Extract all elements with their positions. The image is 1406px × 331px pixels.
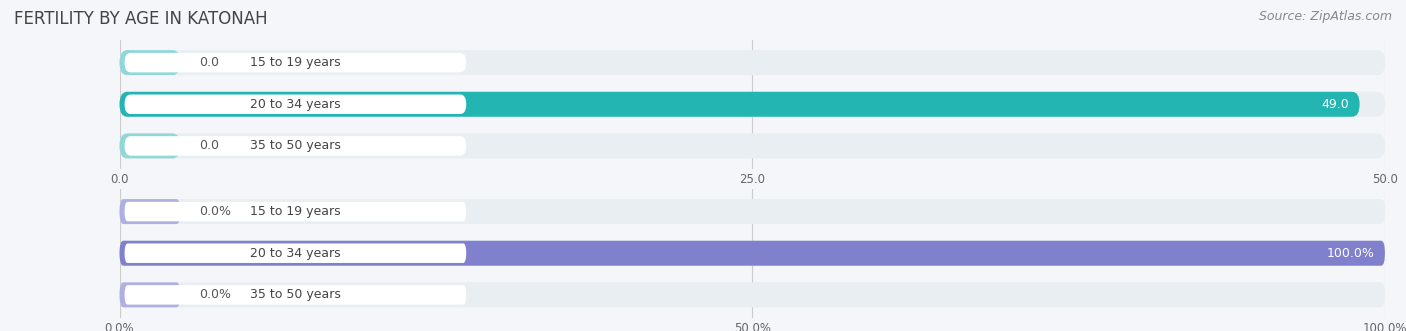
Text: 35 to 50 years: 35 to 50 years <box>250 288 340 301</box>
Text: 15 to 19 years: 15 to 19 years <box>250 205 340 218</box>
FancyBboxPatch shape <box>120 50 1385 75</box>
FancyBboxPatch shape <box>120 241 1385 266</box>
Text: 49.0: 49.0 <box>1322 98 1350 111</box>
FancyBboxPatch shape <box>125 136 467 156</box>
FancyBboxPatch shape <box>125 244 467 263</box>
FancyBboxPatch shape <box>120 92 1360 117</box>
FancyBboxPatch shape <box>120 92 1385 117</box>
FancyBboxPatch shape <box>125 53 467 72</box>
Text: 35 to 50 years: 35 to 50 years <box>250 139 340 152</box>
Text: 100.0%: 100.0% <box>1327 247 1375 260</box>
Text: 20 to 34 years: 20 to 34 years <box>250 98 340 111</box>
FancyBboxPatch shape <box>120 133 1385 159</box>
FancyBboxPatch shape <box>120 199 1385 224</box>
FancyBboxPatch shape <box>125 95 467 114</box>
FancyBboxPatch shape <box>120 133 180 159</box>
FancyBboxPatch shape <box>125 285 467 305</box>
Text: 0.0%: 0.0% <box>200 288 231 301</box>
Text: 0.0: 0.0 <box>200 56 219 69</box>
FancyBboxPatch shape <box>125 202 467 221</box>
Text: Source: ZipAtlas.com: Source: ZipAtlas.com <box>1258 10 1392 23</box>
Text: 0.0: 0.0 <box>200 139 219 152</box>
FancyBboxPatch shape <box>120 241 1385 266</box>
FancyBboxPatch shape <box>120 50 180 75</box>
Text: 15 to 19 years: 15 to 19 years <box>250 56 340 69</box>
FancyBboxPatch shape <box>120 199 180 224</box>
Text: FERTILITY BY AGE IN KATONAH: FERTILITY BY AGE IN KATONAH <box>14 10 267 28</box>
FancyBboxPatch shape <box>120 282 1385 307</box>
Text: 0.0%: 0.0% <box>200 205 231 218</box>
FancyBboxPatch shape <box>120 282 180 307</box>
Text: 20 to 34 years: 20 to 34 years <box>250 247 340 260</box>
